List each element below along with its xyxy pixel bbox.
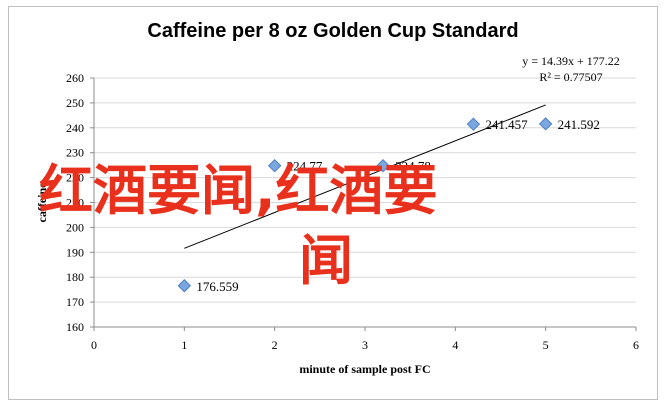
watermark-line-1: 红酒要闻,红酒要 [39, 159, 438, 222]
data-point-marker [538, 117, 553, 131]
data-point-marker [376, 158, 390, 173]
data-label: 176.559 [196, 279, 238, 294]
trendline [184, 104, 546, 249]
trendline-equation: y = 14.39x + 177.22 [522, 54, 620, 68]
y-tick-labels: 160 170 180 190 200 210 220 230 240 250 260 [66, 71, 84, 334]
scatter-chart: Caffeine per 8 oz Golden Cup Standard 16… [35, 20, 639, 376]
x-tick-label: 6 [633, 338, 639, 352]
y-tick-label: 180 [66, 270, 84, 284]
r-squared-label: R² = 0.77507 [539, 70, 602, 84]
x-axis-label: minute of sample post FC [299, 362, 430, 376]
data-points [177, 117, 553, 293]
x-tick-label: 1 [181, 338, 187, 352]
y-tick-label: 240 [66, 121, 84, 135]
gridlines [94, 77, 636, 303]
data-label: 241.457 [485, 117, 528, 132]
x-tick-label: 3 [362, 338, 368, 352]
axes [90, 77, 637, 331]
data-point-marker [267, 159, 282, 173]
trendline-line [184, 104, 546, 249]
x-tick-label: 2 [272, 338, 278, 352]
y-tick-label: 220 [66, 171, 84, 185]
y-tick-label: 160 [66, 320, 84, 334]
x-tick-label: 0 [91, 338, 97, 352]
y-tick-label: 170 [66, 295, 84, 309]
y-axis-label: caffeine [35, 182, 49, 223]
x-tick-label: 4 [452, 338, 458, 352]
y-tick-label: 190 [66, 245, 84, 259]
y-tick-label: 210 [66, 196, 84, 210]
y-tick-label: 250 [66, 96, 84, 110]
data-label: 224.77 [287, 159, 323, 174]
y-tick-label: 230 [66, 146, 84, 160]
x-tick-labels: 0 1 2 3 4 5 6 [91, 338, 639, 352]
chart-title: Caffeine per 8 oz Golden Cup Standard [147, 20, 518, 42]
y-tick-label: 200 [66, 220, 84, 234]
data-point-marker [177, 279, 192, 293]
x-tick-label: 5 [543, 338, 549, 352]
chart-frame: Caffeine per 8 oz Golden Cup Standard 16… [8, 6, 658, 400]
watermark-line-2: 闻 [299, 229, 353, 292]
data-label: 224.78 [395, 159, 431, 174]
data-label: 241.592 [558, 117, 600, 132]
y-tick-label: 260 [66, 71, 84, 85]
data-labels: 176.559 224.77 224.78 241.457 241.592 [196, 117, 600, 294]
data-point-marker [466, 117, 481, 131]
